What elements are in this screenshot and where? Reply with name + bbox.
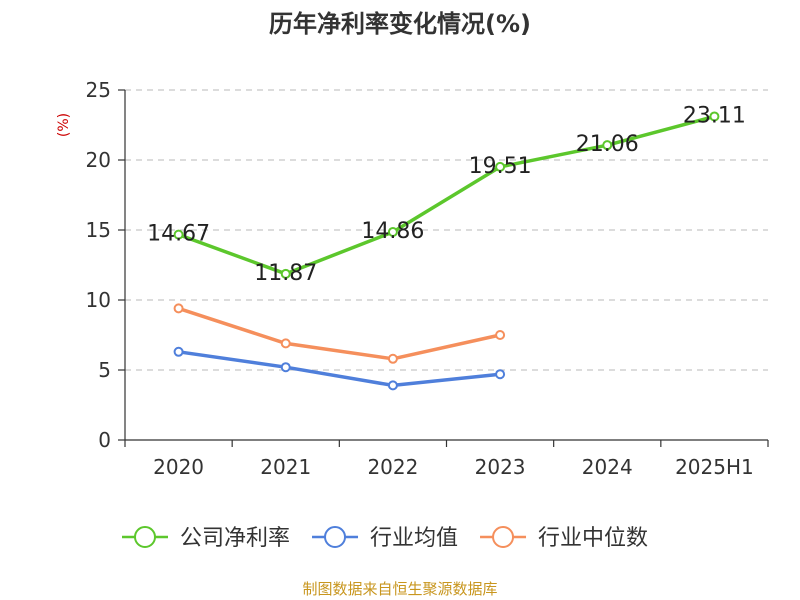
data-point (173, 229, 184, 240)
legend-marker[interactable] (492, 526, 515, 548)
data-labels: 14.67 11.87 14.86 19.51 21.06 23.11 (147, 103, 746, 285)
x-tick-label: 2022 (367, 455, 418, 479)
legend-label[interactable]: 行业中位数 (538, 526, 648, 551)
y-tick-label: 20 (86, 148, 111, 172)
x-tick-label: 2025H1 (675, 455, 754, 479)
legend-marker[interactable] (324, 526, 347, 548)
data-point (387, 380, 398, 391)
series-line (177, 114, 715, 276)
data-label: 19.51 (469, 154, 532, 179)
chart-title: 历年净利率变化情况(%) (269, 10, 531, 38)
legend-marker[interactable] (134, 526, 156, 548)
data-point (495, 369, 506, 380)
x-tick-label: 2021 (260, 455, 311, 479)
data-point (280, 338, 291, 349)
data-point (602, 140, 613, 151)
data-point (387, 353, 398, 364)
x-tick-label: 2024 (582, 455, 633, 479)
data-point (495, 161, 506, 172)
data-label: 11.87 (254, 261, 317, 286)
data-label: 14.67 (147, 222, 210, 247)
data-label: 23.11 (683, 103, 746, 128)
legend-label[interactable]: 公司净利率 (180, 526, 290, 551)
series-line (178, 306, 501, 361)
x-tick-label: 2023 (475, 455, 526, 479)
source-note: 制图数据来自恒生聚源数据库 (302, 580, 497, 598)
data-point (709, 111, 720, 122)
x-tick-label: 2020 (153, 455, 204, 479)
y-tick-label: 5 (98, 358, 111, 382)
y-tick-label: 0 (98, 428, 111, 452)
data-point (280, 362, 291, 373)
series-line (178, 350, 501, 388)
grid-lines (125, 89, 768, 371)
data-point (495, 330, 506, 340)
y-tick-label: 10 (86, 288, 111, 312)
y-axis-unit: (%) (56, 113, 72, 137)
data-point (387, 226, 398, 237)
series (173, 111, 720, 391)
data-point (173, 346, 184, 357)
legend[interactable]: 公司净利率 行业均值 行业中位数 (122, 526, 648, 551)
data-label: 14.86 (361, 219, 424, 244)
axes: 0 5 10 15 20 25 2020 2021 2022 2023 2024 2025H1 (86, 78, 769, 479)
data-label: 21.06 (576, 132, 639, 157)
y-tick-label: 25 (86, 78, 111, 102)
data-point (280, 268, 291, 279)
data-point (173, 303, 184, 314)
legend-label[interactable]: 行业均值 (370, 526, 458, 551)
y-tick-label: 15 (86, 218, 111, 242)
